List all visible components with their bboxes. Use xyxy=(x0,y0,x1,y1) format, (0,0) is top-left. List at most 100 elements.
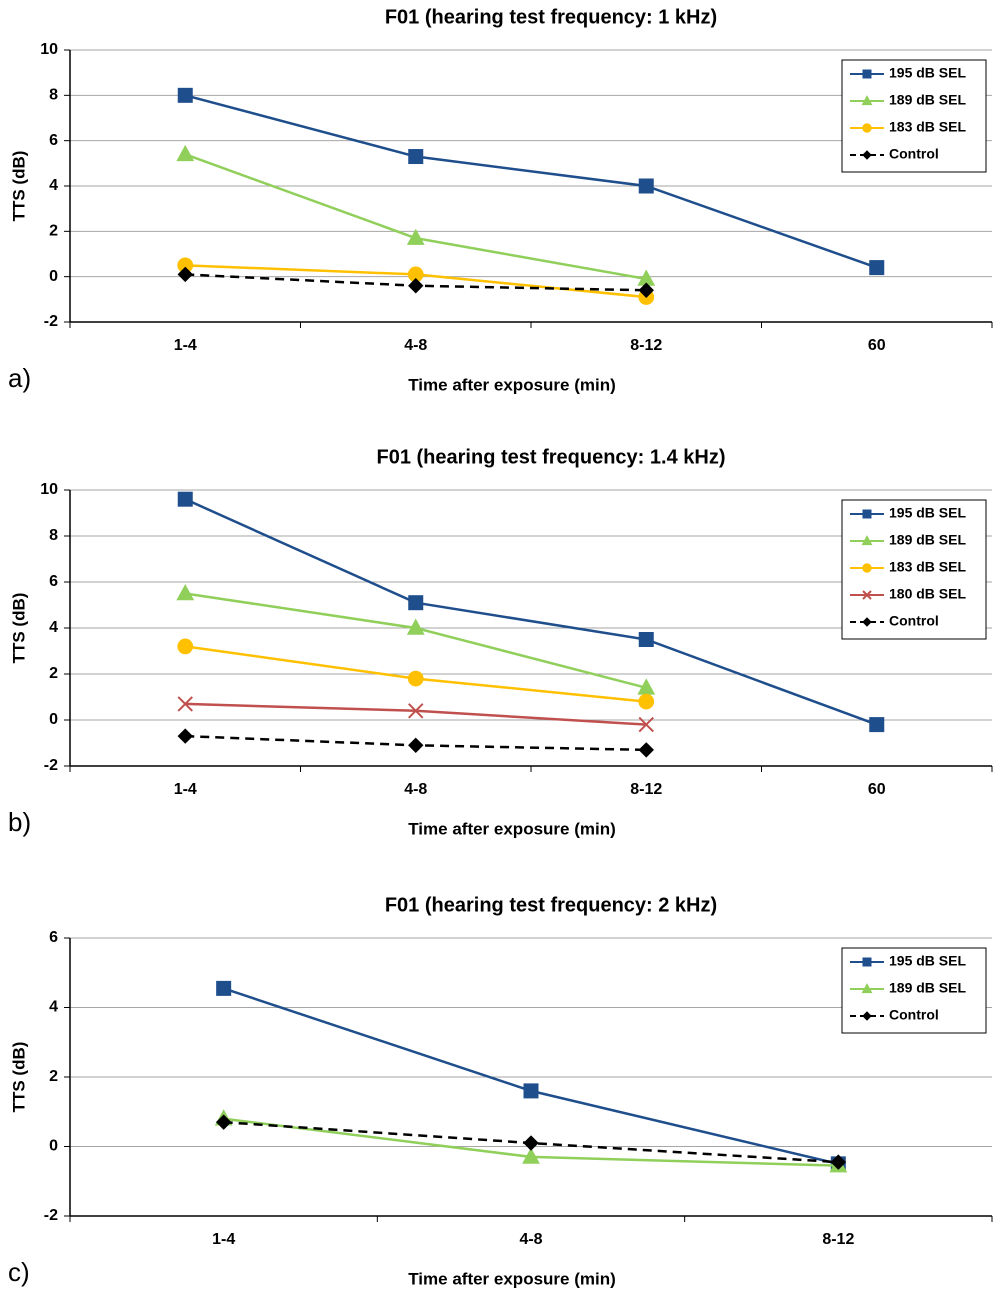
marker xyxy=(176,584,195,601)
marker xyxy=(638,716,654,733)
marker xyxy=(638,632,654,647)
y-tick-label: 2 xyxy=(49,665,58,682)
legend-label: 183 dB SEL xyxy=(889,559,966,575)
y-tick-label: -2 xyxy=(44,313,58,330)
marker xyxy=(638,742,654,758)
y-tick-label: 4 xyxy=(49,619,58,636)
x-axis-label: Time after exposure (min) xyxy=(408,375,616,394)
x-tick-label: 4-8 xyxy=(404,337,427,354)
x-tick-label: 60 xyxy=(868,337,886,354)
marker xyxy=(215,1114,232,1130)
marker xyxy=(869,717,885,733)
marker xyxy=(216,980,232,996)
legend-label: 189 dB SEL xyxy=(889,92,966,108)
x-tick-label: 8-12 xyxy=(630,337,662,354)
marker xyxy=(406,228,425,245)
marker xyxy=(862,590,872,600)
marker xyxy=(862,617,872,627)
marker xyxy=(862,69,872,79)
marker xyxy=(177,266,193,283)
marker xyxy=(522,1147,540,1164)
panel-label: a) xyxy=(8,363,31,393)
series-line xyxy=(184,498,878,726)
marker xyxy=(177,696,193,712)
x-tick-label: 1-4 xyxy=(212,1231,235,1248)
x-tick-label: 8-12 xyxy=(630,781,662,798)
y-tick-label: 6 xyxy=(49,573,58,590)
marker xyxy=(177,491,193,507)
y-tick-label: 2 xyxy=(49,1068,58,1085)
series-line xyxy=(184,94,878,269)
y-tick-label: 10 xyxy=(40,481,58,498)
y-tick-label: 6 xyxy=(49,929,58,946)
chart-title: F01 (hearing test frequency: 2 kHz) xyxy=(385,894,717,916)
legend-label: 189 dB SEL xyxy=(889,532,966,548)
y-axis-label: TTS (dB) xyxy=(9,593,28,664)
y-tick-label: 6 xyxy=(49,132,58,149)
x-axis-label: Time after exposure (min) xyxy=(408,819,616,838)
marker xyxy=(861,983,873,994)
marker xyxy=(523,1135,539,1151)
y-tick-label: 10 xyxy=(40,41,58,58)
x-tick-label: 4-8 xyxy=(404,781,427,798)
legend-label: 195 dB SEL xyxy=(889,65,966,81)
y-tick-label: 4 xyxy=(49,177,58,194)
legend-label: 195 dB SEL xyxy=(889,505,966,521)
marker xyxy=(177,638,194,655)
marker xyxy=(408,703,424,719)
y-tick-label: 0 xyxy=(49,1138,58,1155)
legend-label: 180 dB SEL xyxy=(889,586,966,602)
marker xyxy=(523,1083,539,1099)
marker xyxy=(176,144,195,162)
legend-label: 195 dB SEL xyxy=(889,953,966,969)
marker xyxy=(862,1011,872,1021)
y-tick-label: -2 xyxy=(44,757,58,774)
panel-label: c) xyxy=(8,1257,30,1287)
y-axis-label: TTS (dB) xyxy=(9,151,28,222)
legend-label: Control xyxy=(889,613,939,629)
marker xyxy=(408,595,424,611)
marker xyxy=(177,728,193,744)
marker xyxy=(638,693,655,710)
y-tick-label: 0 xyxy=(49,268,58,285)
marker xyxy=(862,509,872,519)
y-axis-label: TTS (dB) xyxy=(9,1042,28,1113)
x-tick-label: 8-12 xyxy=(822,1231,854,1248)
y-tick-label: 8 xyxy=(49,87,58,104)
y-tick-label: 0 xyxy=(49,711,58,728)
legend-label: 189 dB SEL xyxy=(889,980,966,996)
marker xyxy=(862,123,872,133)
y-tick-label: 4 xyxy=(49,999,58,1016)
marker xyxy=(862,150,872,160)
series-line xyxy=(184,153,647,281)
marker xyxy=(638,282,654,298)
marker xyxy=(862,957,872,967)
y-tick-label: 2 xyxy=(49,223,58,240)
x-tick-label: 1-4 xyxy=(174,337,197,354)
marker xyxy=(408,737,424,754)
chart-title: F01 (hearing test frequency: 1.4 kHz) xyxy=(377,446,726,468)
marker xyxy=(407,670,424,687)
x-tick-label: 1-4 xyxy=(174,781,197,798)
marker xyxy=(861,535,873,546)
y-tick-label: 8 xyxy=(49,527,58,544)
x-tick-label: 60 xyxy=(868,781,886,798)
legend-label: 183 dB SEL xyxy=(889,119,966,135)
marker xyxy=(830,1154,847,1170)
marker xyxy=(406,618,425,635)
marker xyxy=(408,278,424,294)
marker xyxy=(408,149,424,165)
marker xyxy=(861,95,873,106)
series-line xyxy=(185,702,647,726)
legend-label: Control xyxy=(889,1007,939,1023)
panel-label: b) xyxy=(8,807,31,837)
marker xyxy=(862,563,872,573)
marker xyxy=(869,260,885,276)
marker xyxy=(177,87,193,103)
marker xyxy=(638,178,654,194)
y-tick-label: -2 xyxy=(44,1207,58,1224)
legend-label: Control xyxy=(889,146,939,162)
x-axis-label: Time after exposure (min) xyxy=(408,1269,616,1288)
chart-title: F01 (hearing test frequency: 1 kHz) xyxy=(385,6,717,28)
